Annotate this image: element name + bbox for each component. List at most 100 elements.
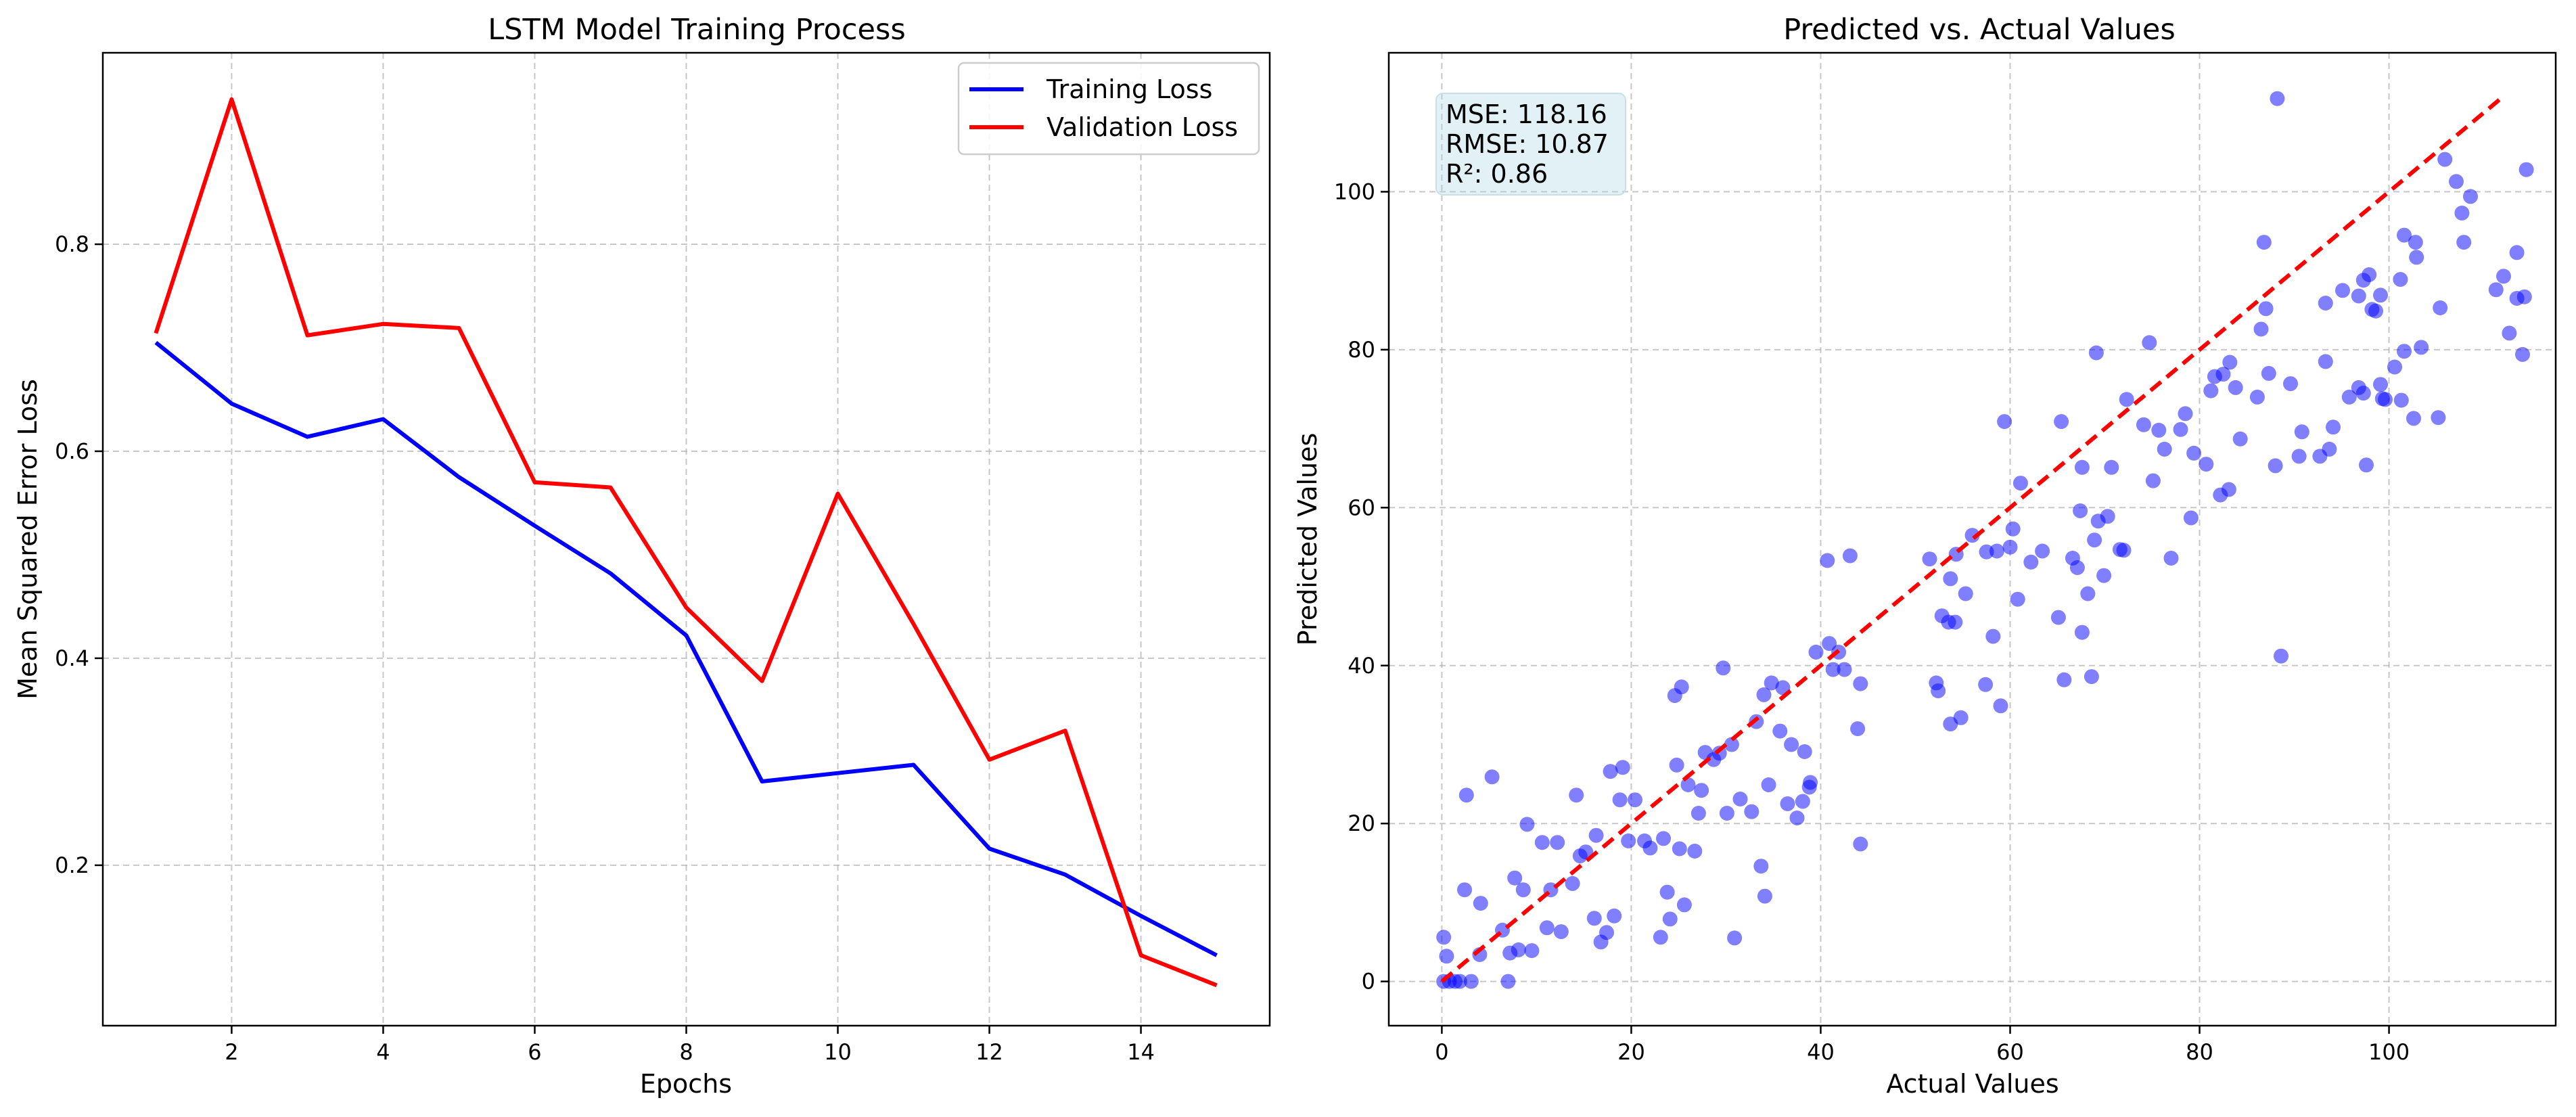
data-point — [2136, 417, 2151, 432]
data-point — [1507, 870, 1523, 886]
data-point — [2378, 392, 2393, 407]
data-point — [1539, 920, 1555, 936]
data-point — [2318, 354, 2333, 369]
data-point — [1922, 551, 1937, 567]
data-point — [2362, 267, 2377, 282]
data-point — [1511, 942, 1526, 957]
x-tick-label: 20 — [1617, 1039, 1645, 1065]
data-point — [2163, 551, 2179, 566]
y-tick-label: 20 — [1348, 811, 1375, 836]
data-point — [2373, 377, 2388, 392]
x-axis-label: Epochs — [640, 1069, 732, 1099]
data-point — [1473, 896, 1488, 911]
data-point — [1795, 794, 1810, 809]
data-point — [2069, 560, 2085, 575]
data-point — [1615, 760, 1630, 775]
data-point — [2074, 459, 2090, 475]
data-point — [2488, 282, 2504, 298]
data-point — [1599, 925, 1614, 940]
metrics-background — [1435, 93, 1626, 196]
data-point — [1553, 924, 1569, 940]
data-point — [1578, 844, 1594, 860]
x-tick-label: 80 — [2186, 1039, 2213, 1065]
data-point — [2087, 532, 2102, 548]
y-tick-label: 40 — [1348, 653, 1375, 679]
x-tick-label: 60 — [1996, 1039, 2024, 1065]
x-tick-label: 2 — [225, 1039, 238, 1065]
data-point — [1772, 723, 1788, 739]
x-tick-label: 100 — [2368, 1039, 2410, 1065]
series-line-validation-loss — [154, 97, 1218, 988]
data-point — [1534, 835, 1550, 850]
y-axis-label: Mean Squared Error Loss — [13, 379, 43, 700]
data-point — [2393, 272, 2408, 287]
data-point — [1803, 775, 1818, 790]
data-point — [2509, 245, 2525, 260]
data-point — [2221, 482, 2236, 497]
data-point — [2397, 227, 2412, 243]
data-point — [1797, 744, 1812, 759]
data-point — [2186, 445, 2202, 461]
legend: Training Loss Validation Loss — [957, 62, 1260, 156]
data-point — [2268, 458, 2283, 474]
data-point — [1997, 414, 2013, 430]
data-point — [1985, 629, 2001, 644]
data-point — [1500, 974, 1516, 989]
data-point — [2258, 301, 2274, 317]
data-point — [2013, 476, 2028, 491]
data-point — [1550, 835, 1565, 850]
mse-value: MSE: 118.16 — [1446, 99, 1607, 129]
data-point — [1653, 930, 1668, 945]
data-point — [2151, 422, 2167, 438]
predicted-vs-actual-chart: Predicted vs. Actual Values 0 20 40 60 80 100… — [1293, 13, 2557, 1099]
training-loss-chart: LSTM Model Training Process 2 4 6 8 10 12 14 0.… — [13, 13, 1271, 1099]
data-point — [1850, 721, 1866, 737]
x-tick-label: 12 — [975, 1039, 1003, 1065]
data-point — [1724, 737, 1739, 752]
data-point — [2116, 543, 2132, 558]
rmse-value: RMSE: 10.87 — [1446, 129, 1609, 159]
data-point — [2283, 376, 2298, 392]
data-point — [1820, 553, 1835, 568]
data-point — [1680, 777, 1696, 792]
data-point — [2035, 543, 2050, 559]
data-point — [2449, 174, 2464, 189]
data-point — [1853, 676, 1868, 691]
data-point — [2199, 457, 2214, 472]
data-point — [1964, 528, 1980, 543]
data-point — [1612, 792, 1628, 808]
grid-lines — [103, 53, 1270, 1026]
data-point — [1452, 974, 1467, 989]
data-point — [1993, 698, 2008, 714]
data-point — [2010, 591, 2025, 607]
x-tick-label: 6 — [528, 1039, 541, 1065]
data-point — [1808, 644, 1824, 660]
x-tick-label: 40 — [1807, 1039, 1835, 1065]
data-point — [1607, 908, 1622, 924]
data-point — [1756, 687, 1772, 702]
y-tick-label: 80 — [1348, 337, 1375, 363]
data-point — [2100, 509, 2115, 524]
series-line-training-loss — [154, 340, 1218, 957]
data-point — [2084, 669, 2099, 685]
x-tick-label: 8 — [679, 1039, 693, 1065]
data-point — [1789, 811, 1805, 825]
data-point — [1775, 680, 1791, 696]
data-point — [1837, 662, 1852, 677]
data-point — [1524, 943, 1540, 959]
data-point — [1719, 806, 1734, 821]
data-point — [1669, 757, 1684, 773]
data-point — [2050, 610, 2066, 625]
data-point — [1761, 777, 1776, 792]
data-point — [2515, 346, 2530, 362]
data-point — [2173, 421, 2188, 437]
data-point — [2335, 283, 2350, 298]
series-lines — [154, 97, 1218, 988]
data-point — [1672, 841, 1687, 857]
data-point — [1463, 974, 1479, 989]
data-point — [2104, 459, 2119, 475]
data-point — [2368, 303, 2383, 319]
data-point — [1676, 897, 1692, 913]
data-point — [2502, 325, 2517, 341]
